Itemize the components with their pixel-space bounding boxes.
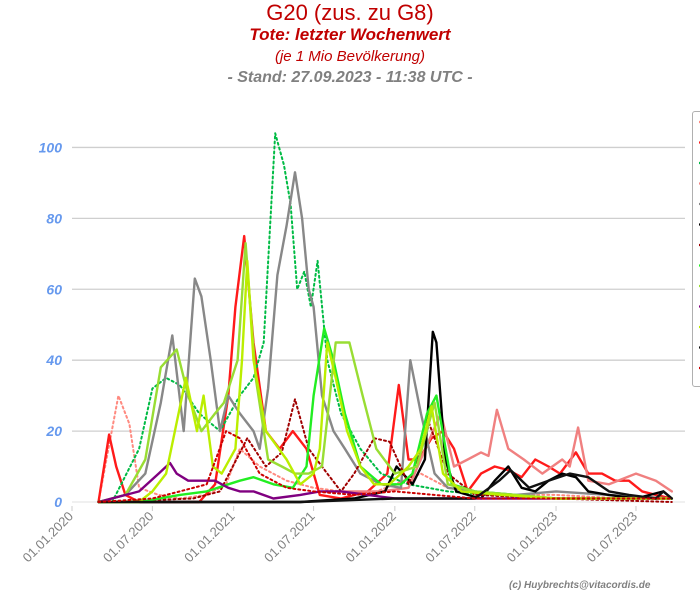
chart-stand: - Stand: 27.09.2023 - 11:38 UTC - bbox=[227, 69, 473, 86]
x-tick-label: 01.07.2021 bbox=[261, 509, 318, 566]
series-line-13 bbox=[97, 430, 673, 503]
y-tick-label: 80 bbox=[46, 210, 62, 226]
grid-layer bbox=[72, 146, 685, 503]
y-tick-label: 0 bbox=[54, 494, 62, 510]
chart-unit: (je 1 Mio Bevölkerung) bbox=[274, 48, 426, 65]
y-tick-label: 100 bbox=[39, 139, 63, 155]
x-tick-label: 01.07.2023 bbox=[583, 509, 640, 566]
y-tick-label: 40 bbox=[45, 352, 62, 368]
x-tick-label: 01.01.2022 bbox=[342, 509, 399, 566]
series-line-12 bbox=[97, 468, 673, 504]
x-tick-label: 01.07.2022 bbox=[422, 509, 479, 566]
credit-text: (c) Huybrechts@vitacordis.de bbox=[509, 580, 651, 591]
y-tick-label: 60 bbox=[46, 281, 62, 297]
series-layer bbox=[97, 132, 673, 504]
series-line-2 bbox=[97, 234, 673, 504]
x-tick-label: 01.01.2023 bbox=[504, 509, 561, 566]
x-tick-label: 01.01.2020 bbox=[19, 509, 76, 566]
y-tick-label: 20 bbox=[45, 423, 62, 439]
legend-markers bbox=[699, 120, 700, 370]
series-line-5 bbox=[97, 171, 673, 504]
series-line-11 bbox=[97, 259, 673, 504]
chart-subtitle: Tote: letzter Wochenwert bbox=[249, 25, 451, 44]
legend bbox=[692, 111, 700, 387]
x-tick-label: 01.01.2021 bbox=[181, 509, 238, 566]
x-tick-label: 01.07.2020 bbox=[100, 509, 157, 566]
chart-title: G20 (zus. zu G8) bbox=[266, 0, 434, 25]
